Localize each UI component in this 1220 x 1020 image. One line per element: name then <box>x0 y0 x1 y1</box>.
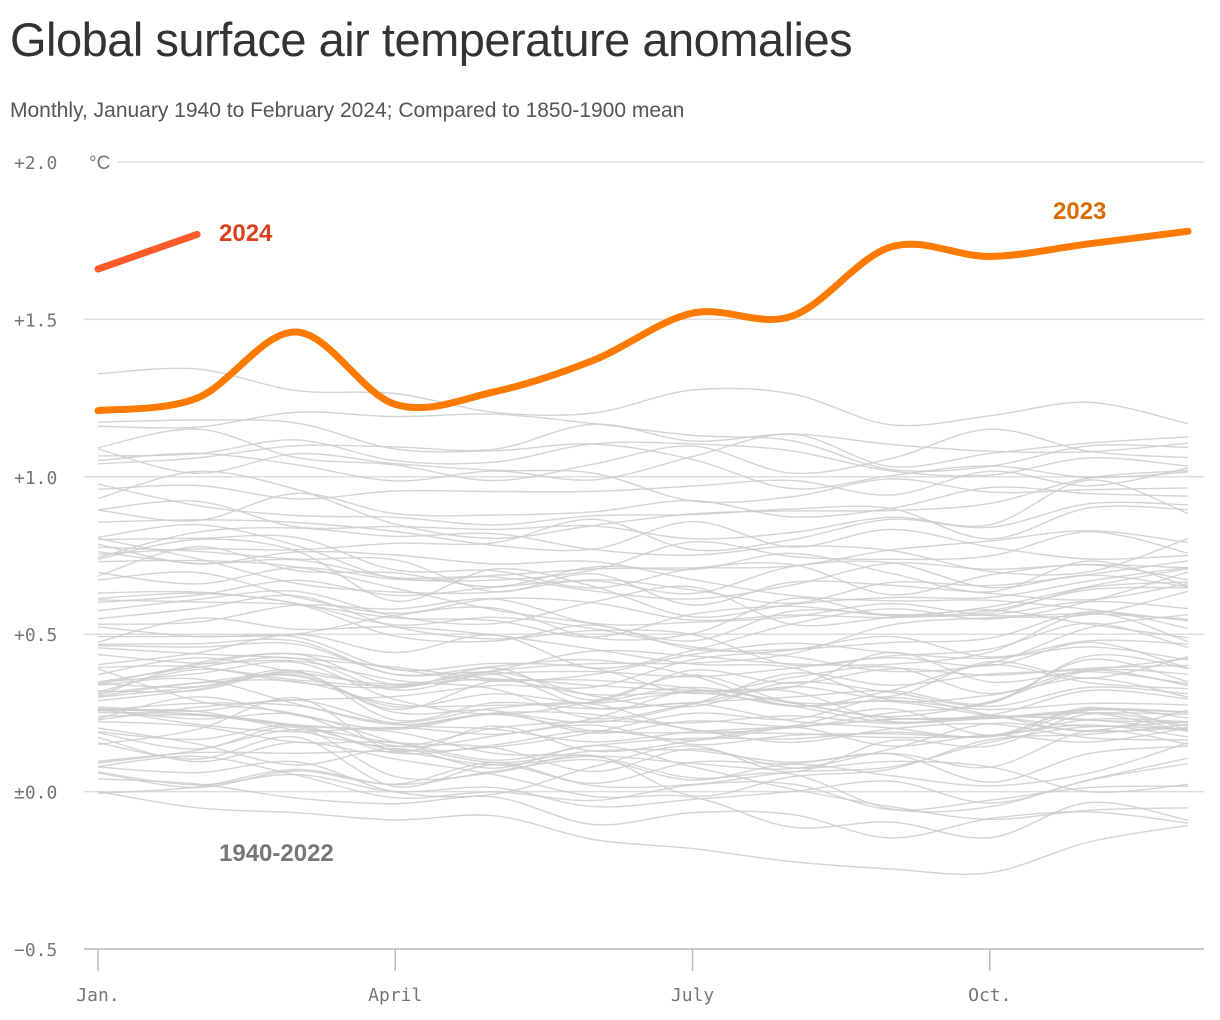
history-line <box>97 543 1189 622</box>
history-line <box>97 641 1189 689</box>
history-line <box>97 581 1189 627</box>
history-line <box>97 728 1189 794</box>
history-line <box>97 723 1189 797</box>
history-line <box>97 642 1189 739</box>
history-line <box>97 545 1189 593</box>
history-line <box>97 439 1189 477</box>
history-line <box>97 661 1189 728</box>
series-line-2024 <box>94 230 201 273</box>
y-tick-label: ±0.0 <box>14 783 57 804</box>
history-line <box>97 486 1189 522</box>
history-line <box>97 519 1189 560</box>
x-tick-label: July <box>671 985 715 1006</box>
y-tick-label: +0.5 <box>14 625 57 646</box>
history-line <box>97 560 1189 604</box>
history-line <box>97 594 1189 667</box>
history-line <box>97 433 1189 482</box>
history-line <box>97 483 1189 540</box>
history-line <box>97 742 1189 794</box>
history-line <box>97 668 1189 718</box>
history-line <box>97 571 1189 622</box>
history-line <box>97 657 1189 726</box>
history-line <box>97 448 1189 504</box>
history-line <box>97 419 1189 490</box>
history-line <box>97 423 1189 465</box>
history-line <box>97 642 1189 696</box>
history-line <box>97 729 1189 788</box>
series-line-2023 <box>94 227 1192 415</box>
history-line <box>97 546 1189 606</box>
history-line <box>97 590 1189 673</box>
x-tick-label: Jan. <box>76 985 119 1006</box>
gridlines <box>84 161 1204 950</box>
y-tick-label: +2.0 <box>14 153 57 174</box>
history-line <box>97 534 1189 596</box>
history-line <box>97 709 1189 783</box>
history-line <box>97 651 1189 711</box>
history-line <box>97 567 1189 638</box>
y-tick-label: −0.5 <box>14 940 57 961</box>
history-line <box>97 664 1189 702</box>
history-line <box>97 790 1189 875</box>
history-line <box>97 501 1189 555</box>
history-line <box>97 411 1189 473</box>
history-line <box>97 538 1189 618</box>
history-label: 1940-2022 <box>219 840 334 867</box>
chart-subtitle: Monthly, January 1940 to February 2024; … <box>10 99 685 122</box>
history-line <box>97 689 1189 743</box>
history-line <box>97 559 1189 642</box>
history-line <box>97 551 1189 600</box>
history-line <box>97 654 1189 722</box>
y-axis-ticks: +2.0 +1.5 +1.0 +0.5 ±0.0 −0.5 <box>14 153 57 961</box>
history-line <box>97 707 1189 761</box>
history-line <box>97 647 1189 711</box>
history-line <box>97 707 1189 813</box>
history-line <box>97 626 1189 695</box>
history-line <box>97 635 1189 721</box>
history-line <box>97 674 1189 732</box>
x-tick-label: April <box>368 985 422 1006</box>
history-line <box>97 469 1189 540</box>
history-line <box>97 597 1189 626</box>
x-axis-ticks: Jan. April July Oct. <box>76 949 1011 1006</box>
series-label-2024: 2024 <box>219 220 273 247</box>
history-line <box>97 712 1189 798</box>
history-line <box>97 479 1189 540</box>
highlight-lines <box>94 227 1192 415</box>
history-line <box>97 638 1189 707</box>
history-line <box>97 757 1189 808</box>
chart-title: Global surface air temperature anomalies <box>10 13 853 66</box>
history-lines-1940-2022 <box>97 367 1189 875</box>
history-line <box>97 428 1189 482</box>
x-tick-label: Oct. <box>968 985 1011 1006</box>
history-line <box>97 668 1189 748</box>
history-line <box>97 537 1189 604</box>
history-line <box>97 653 1189 720</box>
history-line <box>97 755 1189 811</box>
history-line <box>97 367 1189 427</box>
history-line <box>97 778 1189 839</box>
history-line <box>97 727 1189 821</box>
series-label-2023: 2023 <box>1053 198 1106 225</box>
history-line <box>97 736 1189 839</box>
y-tick-label: +1.5 <box>14 310 57 331</box>
y-unit-label: °C <box>89 153 110 174</box>
y-tick-label: +1.0 <box>14 468 57 489</box>
